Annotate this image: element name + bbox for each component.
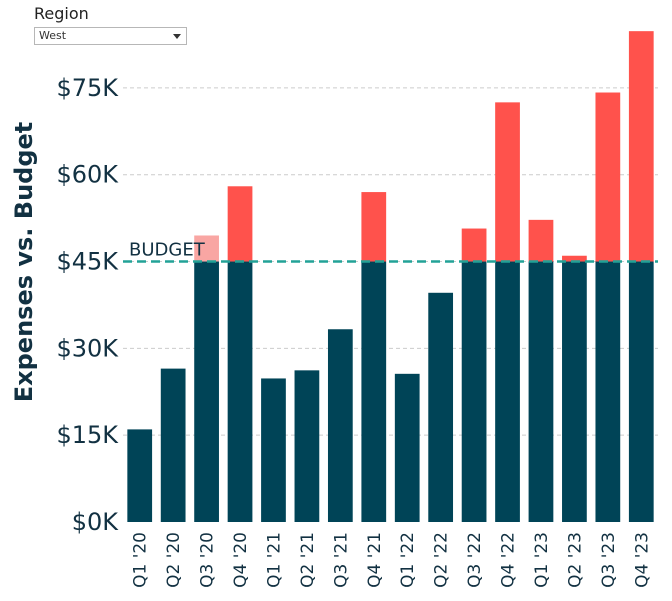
bar-under-budget[interactable] <box>461 261 487 522</box>
x-tick-label: Q3 '20 <box>198 532 218 588</box>
x-tick-label: Q2 '21 <box>298 532 318 588</box>
bar-under-budget[interactable] <box>394 373 420 522</box>
y-tick-label: $45K <box>56 248 119 276</box>
x-tick-label: Q1 '22 <box>398 532 418 588</box>
bar-under-budget[interactable] <box>127 429 153 522</box>
bar-under-budget[interactable] <box>261 378 286 522</box>
region-select[interactable]: West <box>34 27 187 45</box>
x-tick-label: Q1 '20 <box>131 532 151 588</box>
x-tick-label: Q4 '23 <box>632 532 652 588</box>
x-tick-label: Q4 '21 <box>365 532 385 588</box>
bars <box>127 31 654 522</box>
region-filter: Region West <box>34 4 187 45</box>
x-tick-label: Q1 '21 <box>264 532 284 588</box>
chevron-down-icon[interactable] <box>168 28 186 44</box>
region-select-value: West <box>39 29 67 42</box>
bar-over-budget[interactable] <box>495 102 520 262</box>
y-tick-label: $75K <box>56 74 119 102</box>
bar-under-budget[interactable] <box>294 370 320 522</box>
bar-under-budget[interactable] <box>528 261 554 522</box>
y-tick-label: $15K <box>56 421 119 449</box>
x-tick-label: Q4 '20 <box>231 532 251 588</box>
x-tick-label: Q2 '23 <box>565 532 585 588</box>
bar-under-budget[interactable] <box>227 261 253 522</box>
budget-label: BUDGET <box>129 240 206 261</box>
region-filter-label: Region <box>34 4 89 23</box>
bar-under-budget[interactable] <box>160 368 186 522</box>
bar-under-budget[interactable] <box>361 261 387 522</box>
x-tick-label: Q4 '22 <box>499 532 519 588</box>
bar-over-budget[interactable] <box>528 219 554 262</box>
y-axis-ticks: $0K $15K $30K $45K $60K $75K <box>56 74 119 536</box>
bar-over-budget[interactable] <box>461 228 487 262</box>
bar-under-budget[interactable] <box>428 292 454 522</box>
bar-over-budget[interactable] <box>595 92 621 262</box>
bar-under-budget[interactable] <box>327 329 353 522</box>
x-tick-label: Q3 '23 <box>599 532 619 588</box>
bar-under-budget[interactable] <box>495 261 520 522</box>
x-tick-label: Q2 '20 <box>164 532 184 588</box>
x-tick-label: Q3 '22 <box>465 532 485 588</box>
x-tick-label: Q3 '21 <box>331 532 351 588</box>
bar-under-budget[interactable] <box>595 261 621 522</box>
bar-under-budget[interactable] <box>628 261 654 522</box>
bar-over-budget[interactable] <box>628 31 654 262</box>
x-axis-ticks: Q1 '20 Q2 '20 Q3 '20 Q4 '20 Q1 '21 Q2 '21 Q3 '… <box>131 532 653 588</box>
bar-over-budget[interactable] <box>361 192 387 262</box>
y-tick-label: $0K <box>72 508 120 536</box>
bar-over-budget[interactable] <box>194 235 219 262</box>
x-tick-label: Q1 '23 <box>532 532 552 588</box>
bar-over-budget[interactable] <box>562 255 587 262</box>
y-axis-label: Expenses vs. Budget <box>10 122 38 403</box>
y-tick-label: $60K <box>56 161 119 189</box>
y-tick-label: $30K <box>56 334 119 362</box>
x-tick-label: Q2 '22 <box>432 532 452 588</box>
bar-under-budget[interactable] <box>194 261 219 522</box>
bar-under-budget[interactable] <box>562 261 587 522</box>
bar-over-budget[interactable] <box>227 186 253 262</box>
